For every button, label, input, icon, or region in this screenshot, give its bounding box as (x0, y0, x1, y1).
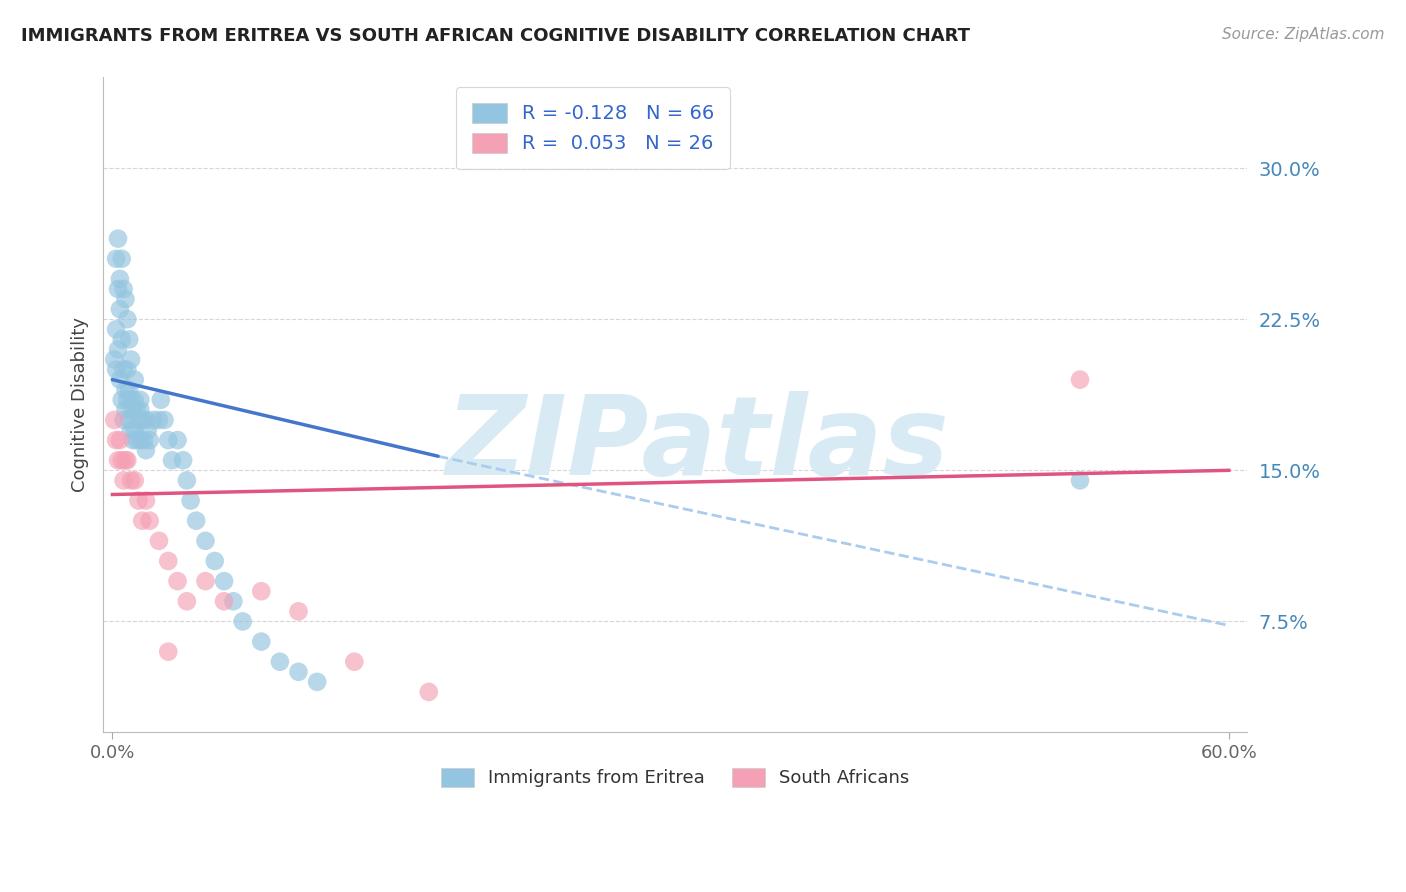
Point (117, 312, 139, 326)
Point (204, 554, 226, 568)
Point (194, 574, 217, 588)
Point (212, 594, 235, 608)
Point (222, 594, 245, 608)
Point (114, 292, 136, 306)
Point (105, 252, 128, 266)
Point (172, 453, 194, 467)
Point (108, 433, 131, 447)
Point (107, 232, 129, 246)
Point (124, 373, 146, 387)
Point (135, 443, 157, 458)
Point (114, 453, 136, 467)
Y-axis label: Cognitive Disability: Cognitive Disability (72, 318, 89, 492)
Point (112, 413, 135, 427)
Point (212, 574, 235, 588)
Point (117, 453, 139, 467)
Point (176, 474, 198, 488)
Point (149, 392, 172, 407)
Point (250, 584, 273, 599)
Point (186, 514, 208, 528)
Point (105, 322, 128, 336)
Point (129, 403, 152, 417)
Point (107, 453, 129, 467)
Point (105, 362, 128, 376)
Point (132, 433, 155, 447)
Point (160, 453, 183, 467)
Point (125, 403, 148, 417)
Point (166, 433, 188, 447)
Point (1069, 474, 1091, 488)
Point (124, 423, 146, 437)
Point (194, 533, 217, 548)
Point (129, 433, 152, 447)
Point (131, 413, 153, 427)
Point (136, 423, 159, 437)
Point (127, 413, 149, 427)
Point (250, 634, 273, 648)
Point (138, 514, 160, 528)
Point (120, 474, 142, 488)
Point (117, 392, 139, 407)
Point (111, 453, 134, 467)
Point (103, 413, 125, 427)
Point (287, 604, 309, 618)
Point (148, 413, 170, 427)
Point (129, 392, 152, 407)
Point (120, 423, 142, 437)
Point (117, 362, 139, 376)
Point (107, 282, 129, 296)
Point (107, 343, 129, 357)
Point (343, 655, 366, 669)
Point (118, 383, 141, 397)
Point (111, 392, 134, 407)
Text: ZIPatlas: ZIPatlas (446, 391, 950, 498)
Point (232, 615, 254, 629)
Point (148, 533, 170, 548)
Point (112, 282, 135, 296)
Point (127, 493, 149, 508)
Legend: Immigrants from Eritrea, South Africans: Immigrants from Eritrea, South Africans (427, 754, 924, 802)
Point (153, 413, 176, 427)
Point (108, 272, 131, 286)
Point (114, 383, 136, 397)
Point (135, 413, 157, 427)
Point (287, 665, 309, 679)
Point (157, 645, 180, 659)
Point (131, 514, 153, 528)
Point (124, 392, 146, 407)
Point (1069, 373, 1091, 387)
Point (418, 685, 440, 699)
Point (103, 352, 125, 367)
Point (118, 332, 141, 346)
Point (307, 674, 329, 689)
Point (157, 433, 180, 447)
Point (176, 594, 198, 608)
Point (157, 554, 180, 568)
Point (142, 413, 165, 427)
Point (135, 493, 157, 508)
Point (114, 403, 136, 417)
Point (124, 474, 146, 488)
Point (166, 574, 188, 588)
Point (125, 433, 148, 447)
Text: IMMIGRANTS FROM ERITREA VS SOUTH AFRICAN COGNITIVE DISABILITY CORRELATION CHART: IMMIGRANTS FROM ERITREA VS SOUTH AFRICAN… (21, 27, 970, 45)
Text: Source: ZipAtlas.com: Source: ZipAtlas.com (1222, 27, 1385, 42)
Point (138, 433, 160, 447)
Point (108, 302, 131, 317)
Point (108, 373, 131, 387)
Point (118, 413, 141, 427)
Point (112, 362, 135, 376)
Point (122, 433, 145, 447)
Point (120, 352, 142, 367)
Point (111, 332, 134, 346)
Point (111, 252, 134, 266)
Point (122, 403, 145, 417)
Point (180, 493, 202, 508)
Point (105, 433, 128, 447)
Point (120, 392, 142, 407)
Point (112, 474, 135, 488)
Point (269, 655, 291, 669)
